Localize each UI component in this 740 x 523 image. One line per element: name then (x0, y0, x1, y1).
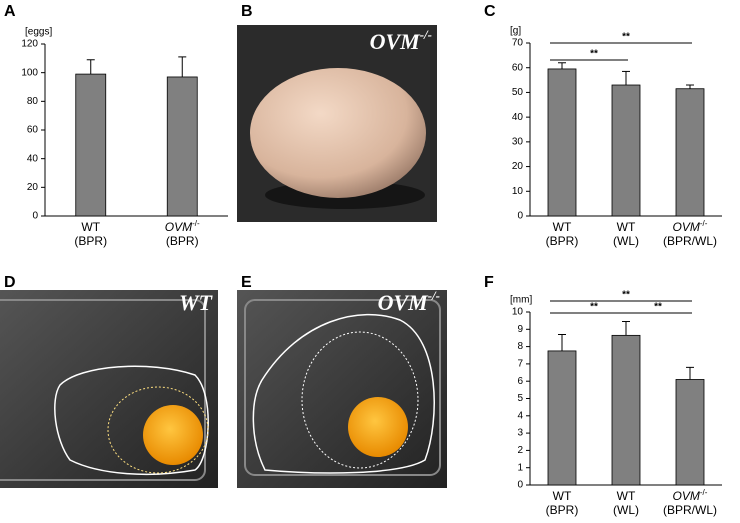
y-tick-label: 50 (512, 87, 524, 98)
text-part: -/- (420, 27, 432, 42)
significance-label: ** (590, 302, 598, 313)
y-tick-label: 10 (512, 307, 524, 318)
x-tick-label: WT (617, 489, 636, 503)
y-tick-label: 70 (512, 38, 524, 49)
bar (547, 68, 577, 217)
significance-label: ** (654, 302, 662, 313)
text-part: OVM (673, 489, 700, 503)
text-part: OVM (165, 220, 192, 234)
panel-label: B (241, 3, 253, 20)
text-part: -/- (700, 219, 708, 228)
text-part: OVM (378, 290, 430, 315)
y-tick-label: 20 (512, 161, 524, 172)
bar (611, 334, 641, 486)
x-tick-label: OVM-/- (673, 488, 708, 503)
y-tick-label: 60 (512, 62, 524, 73)
y-tick-label: 7 (517, 359, 523, 370)
x-tick-label: WT (81, 220, 100, 234)
text-part: -/- (700, 488, 708, 497)
text-part: WT (617, 489, 636, 503)
x-tick-sublabel: (BPR/WL) (663, 503, 717, 517)
text-part: WT (553, 489, 572, 503)
y-tick-label: 0 (32, 211, 38, 222)
y-tick-label: 20 (27, 182, 39, 193)
bar (611, 84, 641, 217)
y-tick-label: 4 (517, 410, 523, 421)
y-tick-label: 1 (517, 462, 523, 473)
y-tick-label: 2 (517, 445, 523, 456)
text-part: OVM (370, 29, 422, 54)
significance-label: ** (622, 32, 630, 43)
photo-ovm (237, 290, 447, 488)
bar (75, 73, 107, 217)
x-tick-sublabel: (WL) (613, 234, 639, 248)
text-part: OVM (673, 220, 700, 234)
bar (547, 350, 577, 486)
bar (675, 88, 705, 217)
x-tick-sublabel: (WL) (613, 503, 639, 517)
y-tick-label: 30 (512, 136, 524, 147)
photo-label: OVM-/- (378, 288, 440, 315)
x-tick-label: WT (553, 220, 572, 234)
y-axis-label: [mm] (510, 295, 532, 306)
photo-label: OVM-/- (370, 27, 432, 54)
x-tick-label: WT (617, 220, 636, 234)
y-tick-label: 10 (512, 186, 524, 197)
y-tick-label: 120 (21, 39, 38, 50)
bar (166, 76, 198, 217)
y-axis-label: [g] (510, 26, 521, 37)
x-tick-sublabel: (BPR) (546, 503, 579, 517)
y-tick-label: 6 (517, 376, 523, 387)
text-part: WT (553, 220, 572, 234)
x-tick-sublabel: (BPR) (546, 234, 579, 248)
x-tick-label: OVM-/- (673, 219, 708, 234)
x-tick-sublabel: (BPR/WL) (663, 234, 717, 248)
y-tick-label: 80 (27, 96, 39, 107)
y-tick-label: 0 (517, 480, 523, 491)
panel-label: E (241, 274, 252, 291)
x-tick-label: OVM-/- (165, 219, 200, 234)
y-tick-label: 0 (517, 211, 523, 222)
panel-label: D (4, 274, 16, 291)
x-tick-label: WT (553, 489, 572, 503)
panel-label: A (4, 3, 16, 20)
text-part: WT (179, 290, 214, 315)
panel-label: C (484, 3, 496, 20)
y-tick-label: 8 (517, 341, 523, 352)
photo-label: WT (179, 290, 214, 315)
significance-label: ** (590, 49, 598, 60)
y-tick-label: 60 (27, 125, 39, 136)
text-part: -/- (192, 219, 200, 228)
photo-egg (237, 25, 437, 222)
y-tick-label: 40 (27, 153, 39, 164)
text-part: -/- (428, 288, 440, 303)
x-tick-sublabel: (BPR) (74, 234, 107, 248)
bar (675, 379, 705, 486)
x-tick-sublabel: (BPR) (166, 234, 199, 248)
text-part: WT (617, 220, 636, 234)
y-axis-label: [eggs] (25, 27, 52, 38)
text-part: WT (81, 220, 100, 234)
y-tick-label: 100 (21, 67, 38, 78)
photo-wt (0, 290, 218, 488)
panel-label: F (484, 274, 494, 291)
y-tick-label: 9 (517, 324, 523, 335)
y-tick-label: 40 (512, 112, 524, 123)
y-tick-label: 3 (517, 428, 523, 439)
y-tick-label: 5 (517, 393, 523, 404)
significance-label: ** (622, 290, 630, 301)
